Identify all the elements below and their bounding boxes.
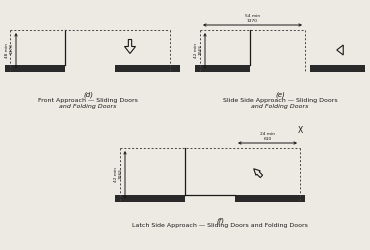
Text: 24 min
610: 24 min 610 xyxy=(260,132,275,141)
Bar xyxy=(195,65,250,72)
Text: 42 min
1065: 42 min 1065 xyxy=(114,168,123,182)
Text: Latch Side Approach — Sliding Doors and Folding Doors: Latch Side Approach — Sliding Doors and … xyxy=(132,223,308,228)
Bar xyxy=(115,65,180,72)
Text: 48 min
1370: 48 min 1370 xyxy=(6,44,14,59)
Bar xyxy=(115,195,185,202)
Polygon shape xyxy=(337,45,343,55)
Text: Slide Side Approach — Sliding Doors: Slide Side Approach — Sliding Doors xyxy=(223,98,337,103)
Text: and Folding Doors: and Folding Doors xyxy=(251,104,309,109)
Text: (e): (e) xyxy=(275,92,285,98)
Polygon shape xyxy=(254,169,263,177)
Text: X: X xyxy=(297,126,303,135)
Text: Front Approach — Sliding Doors: Front Approach — Sliding Doors xyxy=(38,98,138,103)
Bar xyxy=(235,195,305,202)
Bar xyxy=(5,65,65,72)
Text: and Folding Doors: and Folding Doors xyxy=(59,104,117,109)
Bar xyxy=(310,65,365,72)
Polygon shape xyxy=(124,40,135,54)
Text: 54 min
1370: 54 min 1370 xyxy=(245,14,260,23)
Text: (f): (f) xyxy=(216,217,224,224)
Text: (d): (d) xyxy=(83,92,93,98)
Text: 42 min
1065: 42 min 1065 xyxy=(194,44,203,59)
